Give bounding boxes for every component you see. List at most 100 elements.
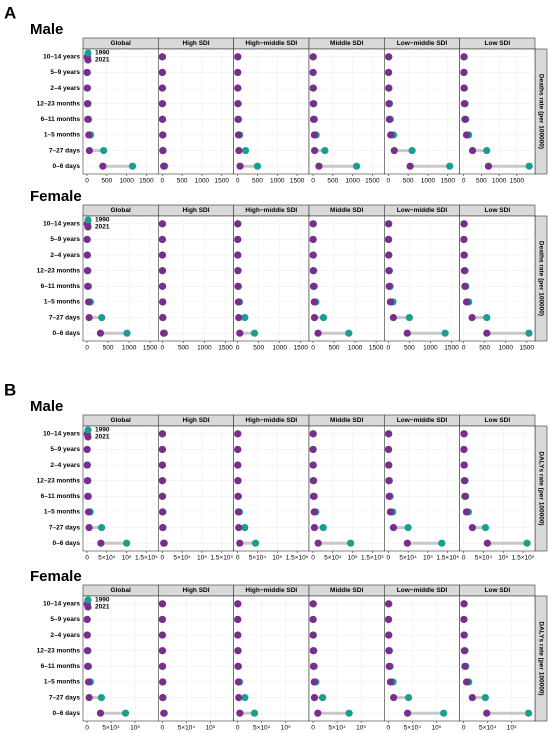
x-tick-label: 10⁵ — [130, 725, 140, 732]
dot — [385, 492, 393, 500]
category-label: 12–23 months — [37, 100, 81, 107]
dot — [384, 615, 393, 624]
dot — [461, 282, 469, 290]
x-tick-label: 0 — [85, 555, 89, 562]
x-tick-label: 1000 — [423, 345, 438, 352]
x-tick-label: 1000 — [119, 178, 134, 185]
dot — [460, 631, 468, 639]
dot — [468, 146, 477, 155]
dot — [236, 709, 244, 717]
plot-panel — [233, 425, 310, 552]
plot-panel — [308, 595, 385, 722]
dot — [234, 477, 242, 485]
y-axis-title: Deaths rate (per 100000) — [537, 241, 544, 316]
x-tick-label: 10⁵ — [423, 555, 433, 562]
dot — [441, 329, 449, 337]
plot-panel — [233, 215, 310, 342]
x-tick-label: 5×10⁴ — [475, 555, 493, 562]
dot — [460, 477, 468, 485]
y-axis-title: DALYs rate (per 100000) — [537, 451, 544, 525]
dot — [385, 282, 393, 290]
plot-panel — [82, 215, 159, 342]
dot — [83, 477, 91, 485]
dot — [460, 251, 468, 259]
plot-panel — [459, 425, 536, 552]
dot — [310, 523, 318, 532]
dot — [309, 267, 317, 275]
dot — [241, 313, 249, 322]
dot — [159, 313, 167, 322]
dot — [390, 693, 398, 702]
x-tick-label: 500 — [178, 345, 189, 352]
dot — [234, 647, 242, 655]
dot — [440, 709, 448, 717]
dot — [84, 508, 93, 516]
dot — [460, 461, 468, 469]
chart-title: Female — [30, 188, 82, 205]
dot — [345, 329, 353, 337]
dot — [314, 709, 322, 717]
legend-label: 2021 — [95, 57, 110, 64]
x-tick-label: 1500 — [520, 345, 535, 352]
dot — [481, 523, 490, 532]
facet-title: High−middle SDI — [245, 587, 297, 594]
dot — [321, 146, 329, 155]
dot — [234, 298, 242, 306]
x-tick-label: 1500 — [365, 178, 380, 185]
x-tick-label: 1000 — [270, 178, 285, 185]
x-tick-label: 0 — [236, 178, 240, 185]
dot — [241, 146, 250, 155]
category-label: 10–14 years — [43, 221, 80, 228]
x-tick-label: 10⁵ — [498, 555, 508, 562]
dot — [83, 445, 91, 454]
plot-panel — [82, 48, 159, 175]
dot — [309, 492, 318, 500]
facet-title: Global — [111, 40, 131, 47]
dot — [385, 251, 393, 259]
x-tick-label: 1.5×10⁵ — [210, 555, 233, 562]
plot-panel — [459, 215, 536, 342]
x-tick-label: 5×10⁴ — [479, 725, 497, 732]
dot — [159, 298, 167, 306]
dot — [384, 68, 393, 77]
dot — [385, 84, 393, 92]
dot — [234, 251, 242, 259]
category-label: 7–27 days — [49, 314, 80, 321]
dot — [83, 100, 92, 108]
dot — [309, 461, 317, 469]
category-label: 2–4 years — [50, 632, 80, 639]
legend-swatch — [84, 603, 92, 611]
dot — [460, 430, 468, 438]
dot — [385, 267, 393, 275]
dot — [160, 162, 168, 170]
x-tick-label: 0 — [161, 725, 165, 732]
facet-title: Middle SDI — [330, 587, 363, 594]
legend-swatch — [84, 216, 92, 224]
x-tick-label: 1000 — [122, 345, 137, 352]
dot — [83, 267, 92, 275]
x-tick-label: 500 — [479, 345, 490, 352]
x-tick-label: 1000 — [345, 178, 360, 185]
dot — [309, 100, 317, 108]
dot — [234, 461, 242, 469]
dot — [234, 131, 243, 139]
panel-letter: A — [4, 3, 16, 22]
dot — [309, 84, 317, 92]
dot — [234, 492, 242, 500]
x-tick-label: 0 — [85, 178, 89, 185]
category-label: 5–9 years — [50, 446, 80, 453]
dot — [385, 647, 393, 655]
category-label: 1–5 months — [44, 679, 81, 686]
dot — [83, 615, 91, 624]
plot-panel — [384, 425, 460, 552]
dot — [159, 693, 167, 702]
dot — [314, 329, 322, 337]
dot — [319, 313, 328, 322]
x-tick-label: 1.5×10⁵ — [361, 555, 384, 562]
x-tick-label: 5×10⁴ — [249, 555, 267, 562]
x-tick-label: 1000 — [197, 345, 212, 352]
x-tick-label: 5×10⁴ — [399, 555, 417, 562]
dot — [250, 329, 259, 337]
dot — [309, 53, 317, 61]
dot — [460, 53, 468, 61]
